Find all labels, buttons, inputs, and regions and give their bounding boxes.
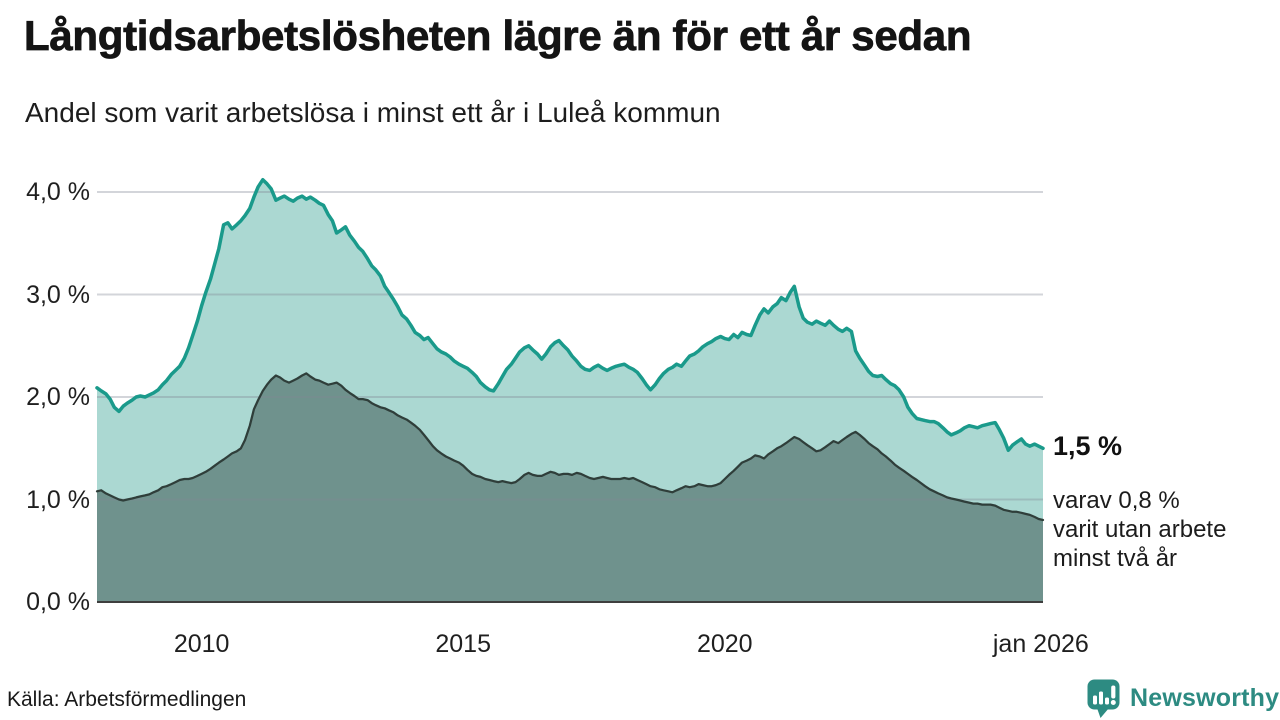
y-tick-label: 3,0 %: [26, 280, 90, 309]
y-tick-label: 4,0 %: [26, 178, 90, 206]
source-credit: Källa: Arbetsförmedlingen: [7, 688, 247, 711]
series-line-1: [95, 372, 1045, 522]
series-area-1: [97, 373, 1043, 602]
y-tick-label: 0,0 %: [26, 588, 90, 616]
newsworthy-logo-icon: [1087, 679, 1120, 718]
x-tick-label: jan 2026: [992, 630, 1089, 658]
series-line-0: [95, 177, 1045, 453]
x-tick-label: 2020: [696, 630, 753, 658]
annotation-line: minst två år: [1053, 545, 1178, 572]
chart-title: Långtidsarbetslösheten lägre än för ett …: [24, 12, 972, 60]
y-tick-label: 1,0 %: [26, 485, 90, 514]
annotation-line: varav 0,8 %: [1053, 487, 1180, 514]
latest-value-annotation: 1,5 %: [1053, 431, 1123, 461]
annotation-line: varit utan arbete: [1053, 516, 1227, 543]
chart-subtitle: Andel som varit arbetslösa i minst ett å…: [25, 97, 721, 128]
x-tick-label: 2010: [173, 630, 230, 658]
x-tick-label: 2015: [435, 630, 491, 658]
latest-sub-annotation: varav 0,8 % varit utan arbete minst två …: [1053, 486, 1226, 573]
y-tick-label: 2,0 %: [26, 383, 90, 411]
newsworthy-wordmark: Newsworthy: [1130, 684, 1280, 712]
newsworthy-brand: Newsworthy: [1086, 678, 1279, 720]
